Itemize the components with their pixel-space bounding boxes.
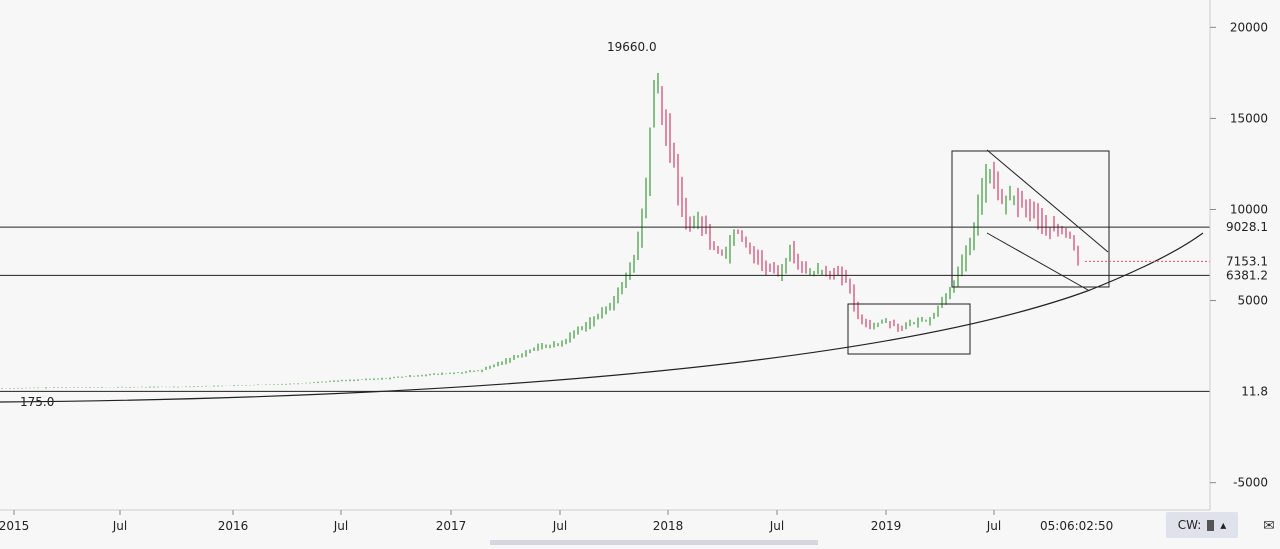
drawings: [0, 149, 1204, 403]
x-tick-label: 2015: [0, 519, 29, 533]
price-axis[interactable]: 20000 15000 10000 5000 -5000: [1210, 20, 1268, 490]
time-scrollbar[interactable]: [490, 540, 818, 545]
channel-upper-line: [986, 149, 1109, 253]
range-box-mid-2019: [951, 150, 1110, 288]
x-tick-label: Jul: [769, 519, 784, 533]
channel-lower-line: [986, 232, 1089, 291]
annotation-high: 19660.0: [607, 40, 657, 54]
countdown-label: 05:06:02:50: [1040, 519, 1113, 533]
status-box[interactable]: CW: ▴: [1166, 512, 1238, 538]
y-tick-label: 5000: [1237, 294, 1268, 308]
y-tick-label: -5000: [1233, 476, 1268, 490]
y-tick-label: 10000: [1230, 202, 1268, 216]
price-label: 6381.2: [1226, 268, 1268, 282]
ohlc-bars: [1, 72, 1079, 389]
annotation-low: 175.0: [20, 395, 54, 409]
x-tick-label: 2017: [436, 519, 467, 533]
x-tick-label: 2016: [218, 519, 249, 533]
chevron-up-icon[interactable]: ▴: [1220, 518, 1227, 532]
x-tick-label: 2019: [871, 519, 902, 533]
chat-icon[interactable]: ✉: [1263, 518, 1275, 534]
y-tick-label: 20000: [1230, 20, 1268, 34]
y-tick-label: 15000: [1230, 111, 1268, 125]
x-tick-label: Jul: [112, 519, 127, 533]
price-label: 9028.1: [1226, 220, 1268, 234]
x-tick-label: Jul: [552, 519, 567, 533]
x-tick-label: 2018: [653, 519, 684, 533]
x-tick-label: Jul: [333, 519, 348, 533]
time-axis[interactable]: 2015 Jul 2016 Jul 2017 Jul 2018 Jul 2019 Jul: [0, 510, 1001, 533]
cursor-icon: [1207, 519, 1215, 531]
price-label: 11.8: [1241, 384, 1268, 398]
range-box-2019: [847, 303, 971, 355]
growth-curve: [0, 232, 1204, 403]
price-label: 7153.1: [1226, 254, 1268, 268]
x-tick-label: Jul: [986, 519, 1001, 533]
status-label: CW:: [1177, 518, 1202, 532]
horizontal-lines: [0, 226, 1210, 392]
